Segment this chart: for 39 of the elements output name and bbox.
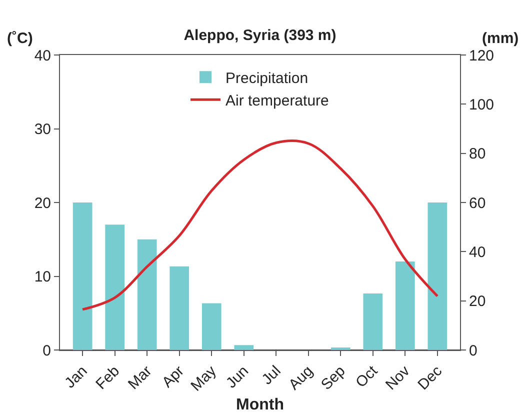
chart-title: Aleppo, Syria (393 m) — [184, 26, 336, 44]
y2-tick-label: 20 — [469, 293, 486, 310]
x-tick-label: Feb — [92, 362, 123, 393]
x-tick-label: Aug — [286, 362, 317, 394]
y2-tick-label: 120 — [469, 47, 494, 64]
bar — [170, 266, 190, 350]
legend-label: Precipitation — [226, 70, 308, 87]
x-tick-label: Jan — [62, 362, 91, 392]
y-tick-label: 40 — [34, 47, 51, 64]
y2-tick-label: 100 — [469, 96, 494, 114]
y2-tick-label: 0 — [469, 342, 478, 360]
x-tick-label: Oct — [352, 362, 382, 392]
bar — [234, 345, 254, 350]
y2-tick-label: 60 — [469, 194, 486, 212]
y2-tick-label: 40 — [469, 244, 486, 261]
y2-axis-title: (mm) — [482, 30, 519, 47]
bar — [363, 293, 383, 350]
x-axis-title: Month — [236, 396, 284, 414]
x-tick-label: Sep — [318, 362, 349, 394]
x-tick-label: Mar — [124, 362, 156, 393]
legend-label: Air temperature — [226, 92, 329, 110]
bar — [105, 224, 125, 350]
y-tick-label: 10 — [34, 268, 51, 286]
x-tick-label: Apr — [158, 362, 188, 392]
y-tick-label: 30 — [34, 121, 51, 138]
y-axis-title: (˚C) — [7, 30, 33, 47]
x-tick-label: Dec — [414, 362, 446, 394]
x-tick-label: Jun — [222, 362, 252, 392]
y-tick-label: 20 — [34, 194, 51, 212]
x-tick-label: May — [188, 362, 220, 395]
y-tick-label: 0 — [42, 342, 51, 360]
bar — [72, 202, 92, 350]
x-tick-label: Jul — [258, 362, 284, 388]
y2-tick-label: 80 — [469, 146, 486, 163]
bar — [137, 239, 157, 350]
bar — [395, 262, 415, 350]
bar — [202, 303, 222, 350]
x-tick-label: Nov — [382, 362, 414, 394]
bar — [428, 202, 448, 350]
